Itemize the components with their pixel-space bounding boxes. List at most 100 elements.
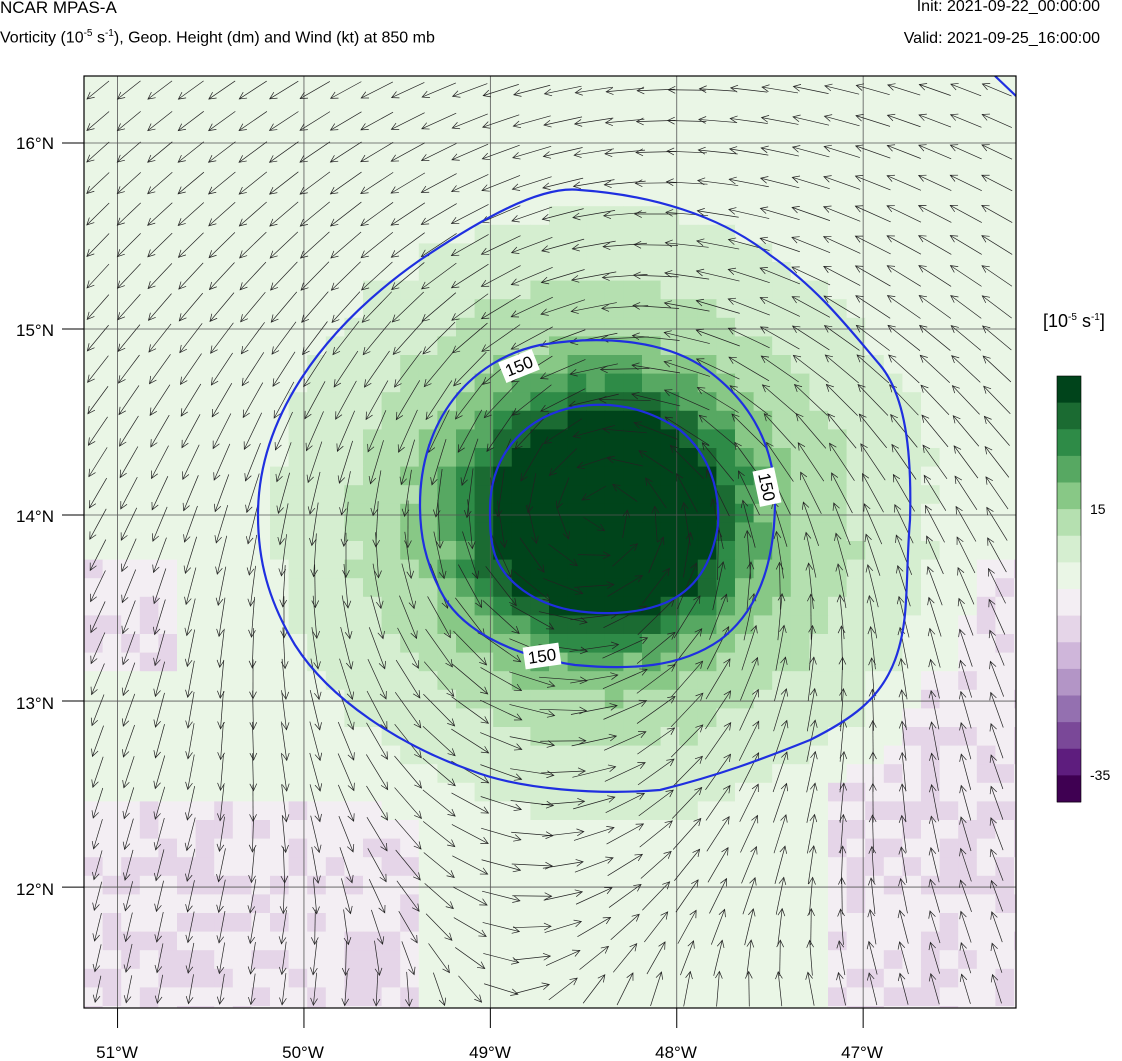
field-cell <box>716 857 736 877</box>
field-cell <box>307 317 327 337</box>
field-cell <box>418 708 438 728</box>
field-cell <box>158 801 178 821</box>
field-cell <box>400 671 420 691</box>
field-cell <box>921 76 941 96</box>
field-cell <box>530 950 550 970</box>
field-cell <box>902 317 922 337</box>
field-cell <box>772 541 792 561</box>
field-cell <box>232 782 252 802</box>
field-cell <box>586 150 606 170</box>
field-cell <box>251 950 271 970</box>
wind-arrow <box>807 593 815 640</box>
field-cell <box>195 950 215 970</box>
field-cell <box>307 392 327 412</box>
field-cell <box>716 820 736 840</box>
wind-arrow <box>452 663 489 695</box>
field-cell <box>697 280 717 300</box>
field-cell <box>102 355 122 375</box>
field-cell <box>697 392 717 412</box>
field-cell <box>158 448 178 468</box>
field-cell <box>976 299 996 319</box>
field-cell <box>270 838 290 858</box>
field-cell <box>809 931 829 951</box>
wind-arrow <box>761 84 799 94</box>
field-cell <box>325 671 345 691</box>
field-cell <box>121 392 141 412</box>
field-cell <box>102 429 122 449</box>
field-cell <box>511 392 531 412</box>
wind-arrow <box>511 831 554 839</box>
wind-arrow <box>511 176 552 191</box>
field-cell <box>790 243 810 263</box>
field-cell <box>437 801 457 821</box>
wind-arrow <box>632 302 680 310</box>
colorbar-frame <box>1056 375 1082 803</box>
field-cell <box>139 131 159 151</box>
field-cell <box>325 262 345 282</box>
field-cell <box>865 857 885 877</box>
wind-arrow <box>394 818 422 850</box>
field-cell <box>753 522 773 542</box>
field-cell <box>772 94 792 114</box>
wind-arrow <box>603 699 648 720</box>
field-cell <box>828 559 848 579</box>
field-cell <box>976 131 996 151</box>
field-cell <box>846 838 866 858</box>
field-cell <box>251 820 271 840</box>
wind-arrow <box>542 177 584 190</box>
field-cell <box>772 671 792 691</box>
field-cell <box>604 615 624 635</box>
field-cell <box>530 280 550 300</box>
wind-arrow <box>336 410 355 452</box>
field-cell <box>772 280 792 300</box>
field-cell <box>828 764 848 784</box>
field-cell <box>493 727 513 747</box>
field-cell <box>195 522 215 542</box>
wind-arrow <box>926 565 943 606</box>
field-cell <box>921 224 941 244</box>
field-cell <box>251 857 271 877</box>
wind-arrow <box>120 507 138 541</box>
wind-arrow <box>147 232 173 258</box>
wind-arrow <box>898 657 908 700</box>
field-cell <box>437 913 457 933</box>
wind-arrow <box>602 242 647 251</box>
field-cell <box>735 113 755 133</box>
field-cell <box>642 169 662 189</box>
field-cell <box>251 913 271 933</box>
wind-arrow <box>482 890 521 903</box>
wind-arrow <box>281 690 290 731</box>
wind-arrow <box>480 294 521 320</box>
field-cell <box>753 708 773 728</box>
field-cell <box>270 968 290 988</box>
wind-arrow <box>281 815 289 854</box>
field-cell <box>809 169 829 189</box>
field-cell <box>604 262 624 282</box>
wind-arrow <box>391 262 425 291</box>
wind-arrow <box>541 208 584 222</box>
wind-arrow <box>981 295 1012 319</box>
field-cell <box>437 206 457 226</box>
field-cell <box>195 150 215 170</box>
field-cell <box>697 931 717 951</box>
field-cell <box>1014 578 1016 598</box>
field-cell <box>121 224 141 244</box>
field-cell <box>1014 243 1016 263</box>
field-cell <box>697 1006 717 1008</box>
field-cell <box>530 987 550 1007</box>
field-cell <box>772 336 792 356</box>
field-cell <box>958 150 978 170</box>
wind-arrow <box>663 360 710 377</box>
field-cell <box>158 466 178 486</box>
wind-arrow <box>248 973 256 1006</box>
field-cell <box>846 689 866 709</box>
wind-arrow <box>806 719 818 762</box>
field-cell <box>716 150 736 170</box>
field-cell <box>865 131 885 151</box>
wind-arrow <box>640 850 672 879</box>
wind-arrow <box>333 350 359 388</box>
wind-arrow <box>210 322 234 354</box>
wind-arrow <box>791 266 831 286</box>
field-cell <box>511 503 531 523</box>
wind-arrow <box>86 324 109 352</box>
